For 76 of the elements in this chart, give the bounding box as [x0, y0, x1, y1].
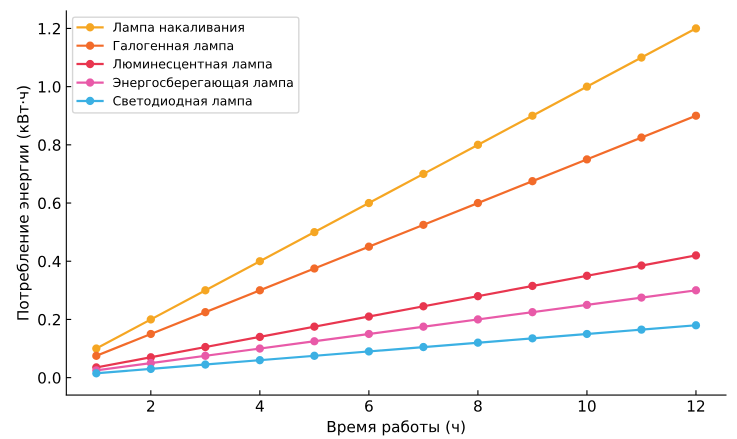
point [419, 322, 428, 331]
point [310, 228, 319, 236]
point [419, 170, 428, 178]
point [582, 300, 592, 310]
point [474, 198, 482, 208]
point [474, 140, 482, 150]
y-tick-label: 0.8 [38, 139, 60, 151]
y-tick-label: 0.0 [38, 372, 60, 384]
point [364, 312, 374, 321]
y-tick-label: 1.0 [38, 81, 60, 93]
point [637, 293, 646, 302]
y-tick-label: 1.2 [38, 22, 60, 34]
point [310, 352, 319, 360]
point [256, 332, 264, 342]
legend-label: Светодиодная лампа [113, 96, 252, 108]
point [419, 342, 428, 352]
point [92, 344, 100, 353]
point [528, 282, 537, 290]
point [256, 356, 264, 364]
point [419, 220, 428, 230]
point [692, 321, 700, 330]
point [637, 325, 646, 334]
point [364, 198, 374, 208]
x-tick-label: 12 [688, 400, 704, 412]
point [146, 330, 155, 338]
point [146, 315, 155, 324]
x-tick-label: 8 [474, 400, 482, 412]
point [692, 24, 700, 33]
point [201, 342, 210, 352]
point [528, 308, 537, 316]
point [310, 337, 319, 346]
point [692, 112, 700, 120]
y-tick-label: 0.2 [38, 314, 60, 326]
point [474, 315, 482, 324]
point [364, 347, 374, 356]
x-tick-label: 6 [365, 400, 373, 412]
point [92, 352, 100, 360]
point [310, 322, 319, 331]
point [364, 242, 374, 251]
point [692, 286, 700, 295]
point [582, 82, 592, 91]
point [474, 292, 482, 300]
point [201, 352, 210, 360]
legend-label: Люминесцентная лампа [113, 59, 272, 70]
point [364, 330, 374, 338]
point [637, 261, 646, 270]
point [92, 369, 100, 378]
point [146, 364, 155, 374]
point [419, 302, 428, 311]
y-axis-title: Потребление энергии (кВт·ч) [16, 86, 32, 320]
point [310, 264, 319, 273]
point [474, 338, 482, 347]
point [692, 251, 700, 260]
legend-label: Лампа накаливания [113, 22, 244, 32]
point [637, 133, 646, 142]
point [256, 286, 264, 295]
point [528, 177, 537, 186]
point [582, 155, 592, 164]
point [256, 344, 264, 353]
x-tick-label: 10 [578, 400, 596, 412]
point [582, 272, 592, 280]
point [201, 286, 210, 295]
legend-label: Галогенная лампа [114, 40, 234, 50]
x-tick-label: 4 [256, 400, 264, 412]
point [637, 53, 646, 62]
point [256, 257, 264, 266]
y-tick-label: 0.4 [38, 256, 61, 268]
point [528, 334, 537, 343]
point [201, 360, 210, 369]
point [201, 308, 210, 316]
x-axis-title: Время работы (ч) [328, 420, 465, 436]
x-tick-label: 2 [147, 400, 154, 412]
y-tick-label: 0.6 [38, 198, 61, 210]
point [582, 330, 592, 338]
point [528, 112, 537, 120]
legend-label: Энергосберегающая лампа [113, 77, 293, 90]
